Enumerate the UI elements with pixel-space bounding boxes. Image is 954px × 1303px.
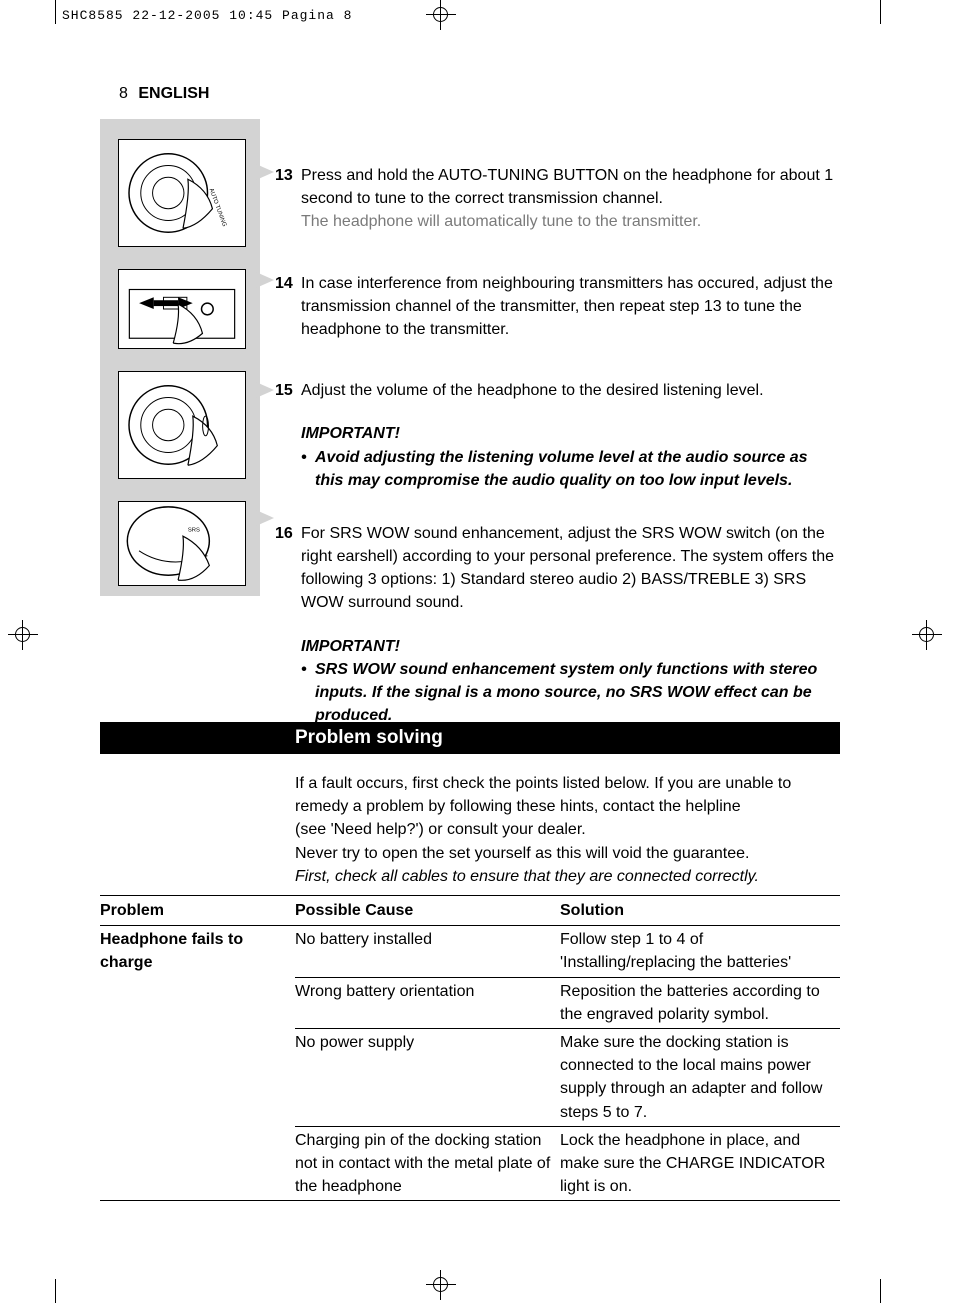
table-row: Headphone fails to charge No battery ins… bbox=[100, 926, 840, 976]
crop-mark bbox=[55, 1279, 56, 1303]
main-content: 13 Press and hold the AUTO-TUNING BUTTON… bbox=[275, 119, 840, 727]
step-16: 16 For SRS WOW sound enhancement, adjust… bbox=[275, 522, 840, 728]
cause-cell: No battery installed bbox=[295, 928, 560, 974]
step-13: 13 Press and hold the AUTO-TUNING BUTTON… bbox=[275, 164, 840, 234]
illustration-14 bbox=[118, 269, 246, 349]
step-number: 14 bbox=[275, 272, 301, 342]
intro-line: If a fault occurs, first check the point… bbox=[295, 775, 791, 815]
page-number: 8 bbox=[119, 85, 128, 102]
cause-cell: Wrong battery orientation bbox=[295, 980, 560, 1026]
registration-mark-top bbox=[426, 0, 456, 30]
troubleshooting-table: Problem Possible Cause Solution Headphon… bbox=[100, 895, 840, 1201]
step-number: 15 bbox=[275, 379, 301, 492]
intro-italic: First, check all cables to ensure that t… bbox=[295, 868, 759, 885]
cause-cell: No power supply bbox=[295, 1031, 560, 1124]
page-header: 8 ENGLISH bbox=[119, 85, 209, 103]
important-body: Avoid adjusting the listening volume lev… bbox=[315, 446, 840, 492]
illustration-13: AUTO TUNING bbox=[118, 139, 246, 247]
registration-mark-left bbox=[8, 620, 38, 650]
solution-cell: Make sure the docking station is connect… bbox=[560, 1031, 840, 1124]
col-header-problem: Problem bbox=[100, 899, 295, 922]
table-row: Wrong battery orientation Reposition the… bbox=[100, 978, 840, 1028]
language-label: ENGLISH bbox=[138, 85, 209, 102]
section-heading: Problem solving bbox=[100, 722, 840, 754]
step-text: In case interference from neighbouring t… bbox=[301, 275, 833, 338]
solution-cell: Follow step 1 to 4 of 'Installing/replac… bbox=[560, 928, 840, 974]
crop-mark bbox=[880, 0, 881, 24]
table-header-row: Problem Possible Cause Solution bbox=[100, 896, 840, 925]
illustration-16: SRS bbox=[118, 501, 246, 586]
intro-line: (see 'Need help?') or consult your deale… bbox=[295, 821, 586, 838]
col-header-solution: Solution bbox=[560, 899, 840, 922]
pointer-icon bbox=[256, 164, 274, 180]
problem-cell: Headphone fails to charge bbox=[100, 928, 295, 974]
illustration-sidebar: AUTO TUNING SRS bbox=[100, 119, 260, 596]
table-row: Charging pin of the docking station not … bbox=[100, 1127, 840, 1201]
crop-mark bbox=[880, 1279, 881, 1303]
svg-text:SRS: SRS bbox=[188, 527, 200, 533]
pointer-icon bbox=[256, 382, 274, 398]
step-text: Press and hold the AUTO-TUNING BUTTON on… bbox=[301, 167, 833, 207]
intro-line: Never try to open the set yourself as th… bbox=[295, 845, 749, 862]
crop-mark bbox=[55, 0, 56, 24]
col-header-cause: Possible Cause bbox=[295, 899, 560, 922]
important-body: SRS WOW sound enhancement system only fu… bbox=[315, 658, 840, 728]
step-14: 14 In case interference from neighbourin… bbox=[275, 272, 840, 342]
step-text: Adjust the volume of the headphone to th… bbox=[301, 382, 764, 399]
registration-mark-bottom bbox=[426, 1270, 456, 1300]
solution-cell: Reposition the batteries according to th… bbox=[560, 980, 840, 1026]
important-title: IMPORTANT! bbox=[301, 422, 840, 445]
cause-cell: Charging pin of the docking station not … bbox=[295, 1129, 560, 1199]
pointer-icon bbox=[256, 272, 274, 288]
important-title: IMPORTANT! bbox=[301, 635, 840, 658]
registration-mark-right bbox=[912, 620, 942, 650]
solution-cell: Lock the headphone in place, and make su… bbox=[560, 1129, 840, 1199]
step-number: 16 bbox=[275, 522, 301, 728]
prepress-header: SHC8585 22-12-2005 10:45 Pagina 8 bbox=[62, 8, 352, 23]
table-row: No power supply Make sure the docking st… bbox=[100, 1029, 840, 1126]
illustration-15 bbox=[118, 371, 246, 479]
step-note: The headphone will automatically tune to… bbox=[301, 213, 701, 230]
step-15: 15 Adjust the volume of the headphone to… bbox=[275, 379, 840, 492]
problem-solving-intro: If a fault occurs, first check the point… bbox=[295, 772, 840, 888]
pointer-icon bbox=[256, 510, 274, 526]
step-text: For SRS WOW sound enhancement, adjust th… bbox=[301, 525, 834, 612]
step-number: 13 bbox=[275, 164, 301, 234]
